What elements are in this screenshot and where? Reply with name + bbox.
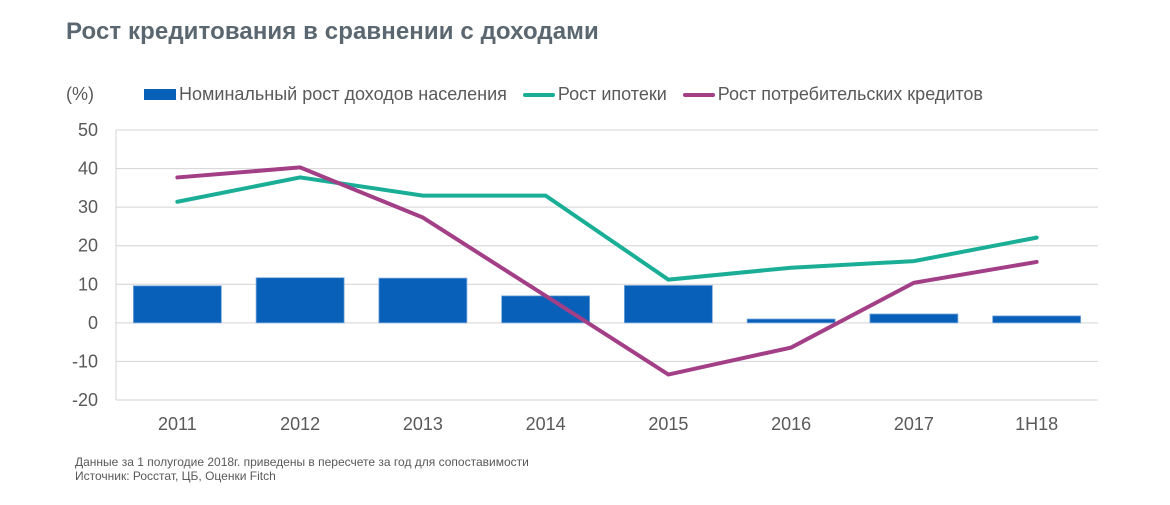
y-tick-label: 10 — [78, 274, 98, 294]
legend-swatch-mortgage — [522, 92, 555, 97]
legend-swatch-consumer — [682, 92, 715, 97]
legend-item-mortgage: Рост ипотеки — [522, 84, 667, 105]
legend-label-income: Номинальный рост доходов населения — [179, 84, 507, 104]
x-axis-ticks: 2011 2012 2013 2014 2015 2016 2017 1H18 — [158, 414, 1058, 434]
x-tick-label: 2011 — [158, 414, 197, 434]
y-tick-label: -10 — [72, 351, 98, 371]
bar-2014 — [501, 295, 591, 324]
footnote-source: Источник: Росстат, ЦБ, Оценки Fitch — [75, 469, 276, 483]
y-tick-label: 50 — [78, 120, 98, 140]
x-tick-label: 2017 — [894, 414, 934, 434]
x-tick-label: 2016 — [771, 414, 811, 434]
bar-2016 — [746, 318, 836, 324]
y-tick-label: 30 — [78, 197, 98, 217]
y-tick-label: -20 — [72, 390, 98, 410]
footnote-annualized: Данные за 1 полугодие 2018г. приведены в… — [75, 455, 529, 469]
y-tick-label: 40 — [78, 159, 98, 179]
bar-2013 — [378, 277, 468, 324]
y-tick-label: 20 — [78, 236, 98, 256]
line-mortgage — [175, 175, 1039, 282]
legend: Номинальный рост доходов населения Рост … — [144, 84, 999, 105]
chart-title: Рост кредитования в сравнении с доходами — [66, 18, 599, 45]
legend-swatch-income — [144, 89, 176, 100]
x-tick-label: 2014 — [526, 414, 566, 434]
y-tick-label: 0 — [88, 313, 98, 333]
x-tick-label: 2012 — [280, 414, 320, 434]
x-tick-label: 1H18 — [1015, 414, 1058, 434]
x-tick-label: 2013 — [403, 414, 443, 434]
bar-2011 — [132, 285, 222, 324]
legend-label-consumer: Рост потребительских кредитов — [717, 84, 983, 104]
line-consumer — [175, 165, 1039, 377]
legend-label-mortgage: Рост ипотеки — [557, 84, 667, 104]
y-axis-ticks: -20 -10 0 10 20 30 40 50 — [72, 120, 98, 410]
legend-item-consumer: Рост потребительских кредитов — [682, 84, 983, 105]
bar-2012 — [255, 277, 345, 324]
line-series — [175, 165, 1039, 377]
footnotes: Данные за 1 полугодие 2018г. приведены в… — [75, 455, 529, 483]
legend-item-income: Номинальный рост доходов населения — [144, 84, 507, 105]
bar-2015 — [623, 285, 713, 324]
bar-series-income — [132, 277, 1082, 324]
bar-1H18 — [992, 315, 1082, 324]
bar-2017 — [869, 313, 959, 324]
y-axis-unit-label: (%) — [66, 84, 94, 104]
x-tick-label: 2015 — [648, 414, 688, 434]
